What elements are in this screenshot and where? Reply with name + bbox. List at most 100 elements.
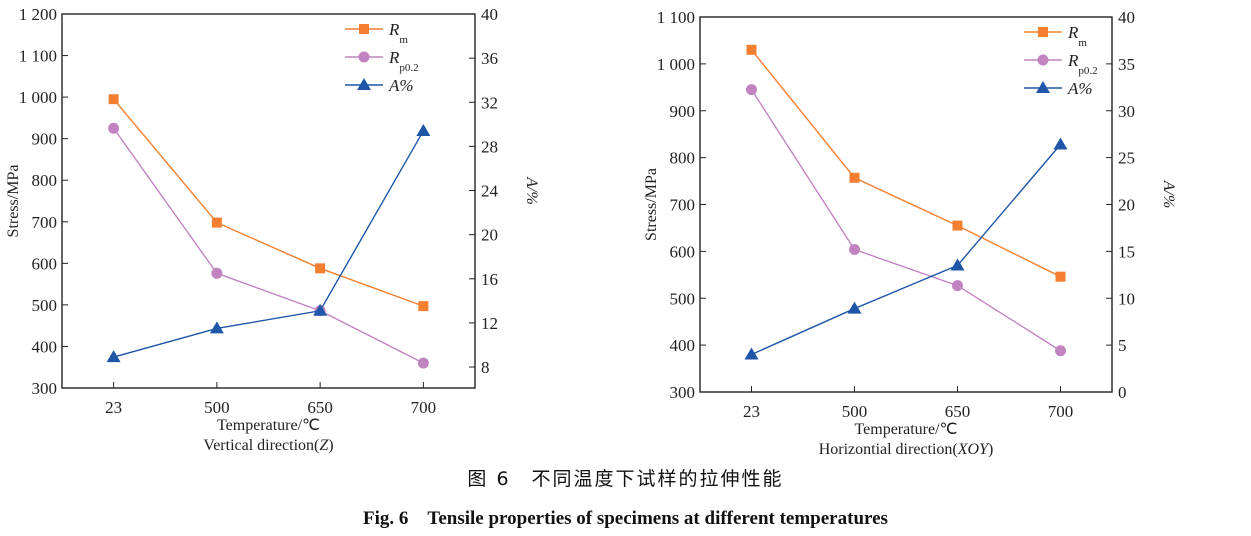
x-tick-label: 700 — [411, 398, 437, 417]
y-tick-label: 700 — [32, 213, 58, 232]
y-tick-label: 1 000 — [657, 55, 695, 74]
plot-frame — [699, 16, 1113, 393]
y-tick-label: 900 — [32, 130, 58, 149]
data-point — [849, 244, 860, 255]
subtitle-part: Horizontial direction( — [819, 441, 958, 458]
data-point — [746, 44, 757, 55]
legend-marker — [358, 51, 370, 63]
data-point — [108, 94, 119, 105]
y-tick-label: 400 — [670, 336, 696, 355]
data-point — [313, 303, 328, 316]
y2-tick-label: 30 — [1118, 102, 1135, 121]
x-axis-label: Temperature/℃ — [854, 421, 957, 438]
data-point — [849, 172, 860, 183]
chart-subtitle: Horizontial direction(XOY) — [819, 441, 994, 458]
y2-tick-label: 24 — [481, 182, 499, 201]
data-point — [1055, 345, 1066, 357]
data-point — [1053, 137, 1068, 150]
legend-item: Rm — [1024, 23, 1087, 49]
series-A% — [106, 123, 431, 363]
data-point — [417, 357, 429, 369]
y-tick-label: 600 — [32, 254, 58, 273]
subtitle-part: ) — [328, 437, 333, 454]
y-axis-label: Stress/MPa — [5, 165, 22, 238]
series-line — [113, 127, 424, 364]
legend-marker — [1036, 81, 1050, 93]
data-point — [211, 267, 223, 279]
legend-marker — [357, 78, 371, 90]
y-tick-label: 1 000 — [19, 88, 57, 107]
y2-tick-label: 5 — [1118, 336, 1127, 355]
legend-main: R — [1067, 51, 1079, 70]
legend-main: R — [388, 20, 400, 39]
legend-label: Rp0.2 — [388, 48, 419, 74]
y-tick-label: 600 — [670, 242, 696, 261]
legend-marker — [1037, 54, 1049, 66]
legend-item: Rm — [345, 20, 408, 46]
x-tick-label: 650 — [307, 398, 333, 417]
x-tick-label: 23 — [105, 398, 122, 417]
series-line — [113, 98, 424, 307]
y-tick-label: 500 — [32, 296, 58, 315]
data-point — [746, 84, 757, 96]
x-tick-label: 500 — [842, 402, 868, 421]
data-point — [952, 220, 963, 231]
data-point — [209, 321, 224, 334]
chart-1: 300 400 500 600 700 800 900 1 000 1 100 1 200 8 12 1… — [5, 5, 540, 454]
y-tick-label: 800 — [670, 149, 696, 168]
data-point — [108, 122, 120, 134]
y2-tick-label: 25 — [1118, 149, 1135, 168]
x-axis-label: Temperature/℃ — [217, 417, 320, 434]
data-point — [847, 301, 862, 314]
y-tick-label: 1 100 — [19, 47, 57, 66]
legend-marker — [359, 24, 369, 34]
y-tick-label: 300 — [670, 383, 696, 402]
legend-label: A% — [1067, 79, 1093, 98]
y-tick-label: 1 200 — [19, 5, 57, 24]
series-Rp0.2 — [746, 84, 1066, 357]
legend-sub: p0.2 — [1078, 65, 1097, 77]
subtitle-part: Vertical direction( — [203, 437, 319, 454]
legend-main: R — [388, 48, 400, 67]
chart-subtitle: Vertical direction(Z) — [203, 437, 333, 454]
subtitle-part: XOY — [957, 441, 990, 458]
x-tick-label: 650 — [945, 402, 971, 421]
legend-sub: p0.2 — [399, 62, 418, 74]
series-Rm — [746, 44, 1066, 282]
y2-tick-label: 40 — [1118, 8, 1135, 27]
data-point — [416, 123, 431, 136]
y2-tick-label: 8 — [481, 358, 490, 377]
legend-main: A% — [1067, 79, 1093, 98]
plot-frame — [61, 13, 476, 389]
series-Rm — [108, 94, 429, 312]
y2-tick-label: 20 — [481, 226, 498, 245]
subtitle-part: Z — [319, 437, 329, 454]
x-tick-label: 23 — [743, 402, 760, 421]
y2-tick-label: 15 — [1118, 242, 1135, 261]
y-tick-label: 800 — [32, 171, 58, 190]
y-tick-label: 1 100 — [657, 8, 695, 27]
y2-tick-label: 40 — [481, 5, 498, 24]
legend-label: Rp0.2 — [1067, 51, 1098, 77]
data-point — [744, 347, 759, 360]
y2-tick-label: 32 — [481, 93, 498, 112]
data-point — [1055, 271, 1066, 282]
data-point — [952, 280, 963, 292]
y2-tick-label: 20 — [1118, 196, 1135, 215]
series-line — [751, 144, 1062, 356]
subtitle-part: ) — [988, 441, 993, 458]
y2-tick-label: 10 — [1118, 289, 1135, 308]
y-tick-label: 300 — [32, 379, 58, 398]
y2-tick-label: 36 — [481, 49, 498, 68]
y-axis-label: Stress/MPa — [643, 168, 660, 241]
x-tick-label: 500 — [204, 398, 230, 417]
legend-main: A% — [388, 76, 414, 95]
series-line — [113, 130, 424, 358]
data-point — [950, 258, 965, 271]
legend-item: Rp0.2 — [1024, 51, 1098, 77]
series-A% — [744, 137, 1068, 360]
y-tick-label: 900 — [670, 102, 696, 121]
series-line — [750, 49, 1061, 278]
legend-sub: m — [1078, 37, 1087, 49]
